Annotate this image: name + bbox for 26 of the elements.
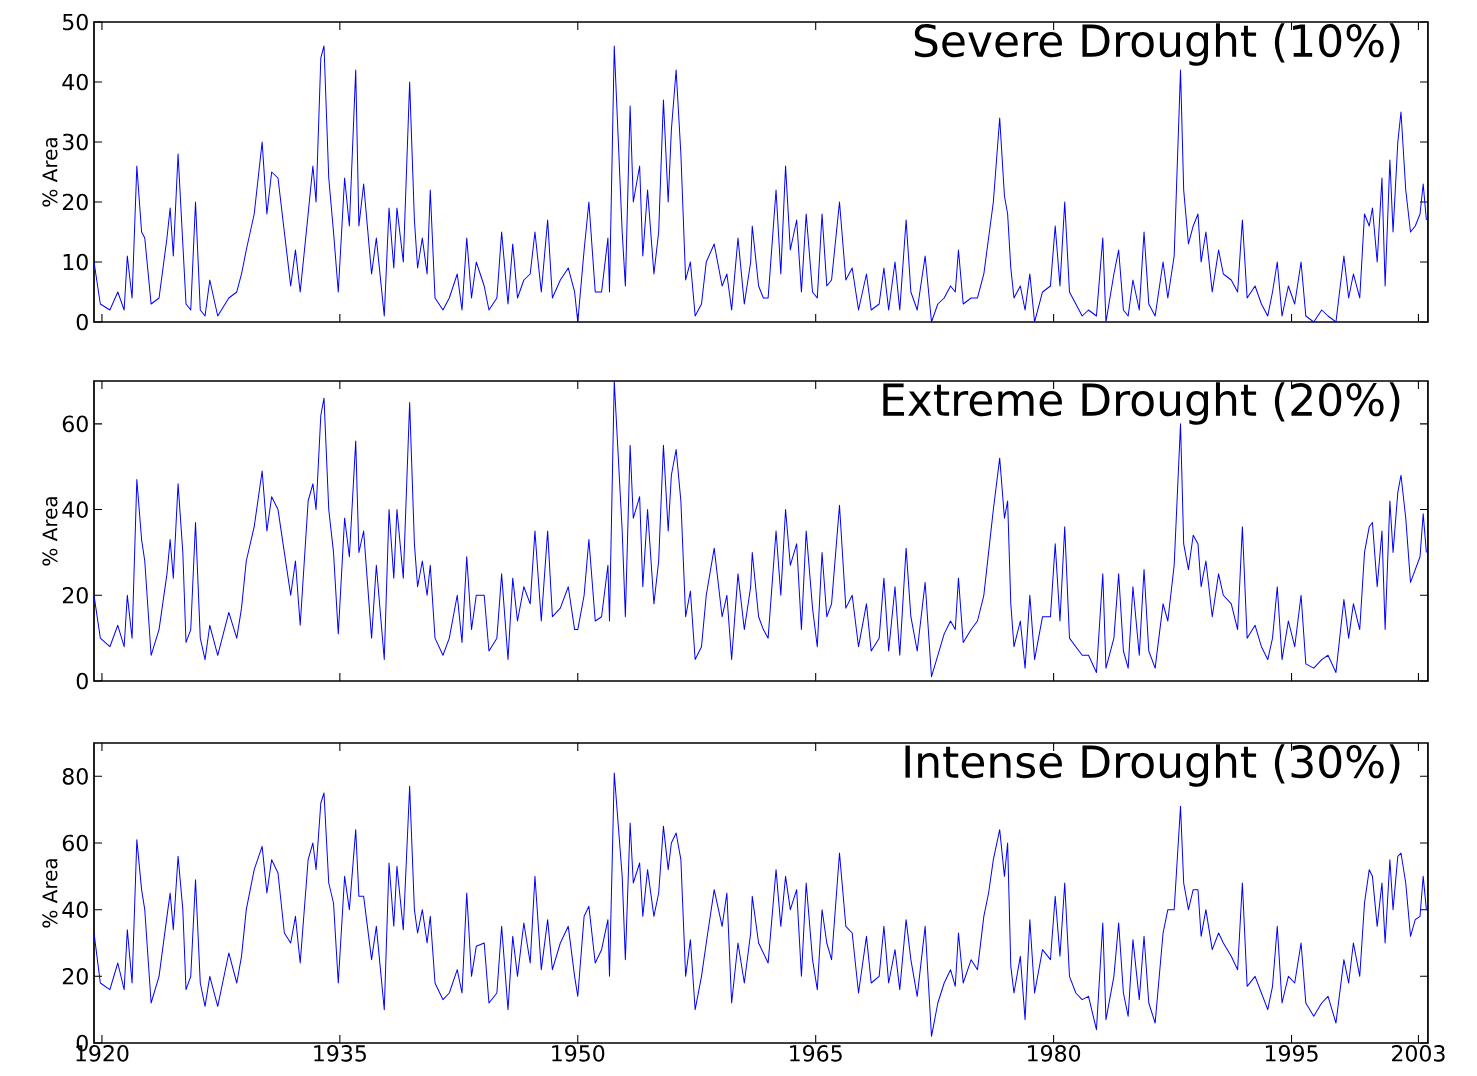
- chart-title: Intense Drought (30%): [905, 744, 1400, 787]
- x-tick-label: 1995: [1265, 1045, 1318, 1062]
- y-tick-label: 50: [62, 13, 88, 31]
- chart-title: Extreme Drought (20%): [883, 382, 1400, 425]
- chart-title: Severe Drought (10%): [914, 23, 1400, 66]
- y-tick-label: 0: [76, 313, 88, 331]
- y-axis-title: % Area: [42, 859, 58, 928]
- y-axis-title: % Area: [42, 138, 58, 207]
- y-tick-label: 10: [63, 253, 88, 271]
- y-tick-label: 40: [62, 901, 88, 918]
- y-tick-label: 20: [62, 193, 88, 211]
- y-tick-label: 30: [62, 133, 88, 151]
- y-tick-label: 40: [62, 501, 88, 518]
- x-tick-label: 1980: [1028, 1045, 1081, 1062]
- y-axis-title: % Area: [42, 497, 58, 566]
- y-tick-label: 20: [62, 586, 88, 604]
- x-tick-label: 1965: [790, 1045, 842, 1062]
- y-tick-label: 60: [62, 834, 88, 852]
- y-tick-label: 40: [62, 73, 88, 91]
- y-tick-label: 20: [62, 968, 88, 985]
- y-tick-label: 60: [62, 415, 88, 433]
- x-tick-label: 2003: [1392, 1045, 1445, 1062]
- y-tick-label: 80: [62, 768, 88, 785]
- x-tick-label: 1935: [314, 1045, 366, 1062]
- y-tick-label: 0: [76, 672, 88, 690]
- x-tick-label: 1950: [552, 1045, 605, 1062]
